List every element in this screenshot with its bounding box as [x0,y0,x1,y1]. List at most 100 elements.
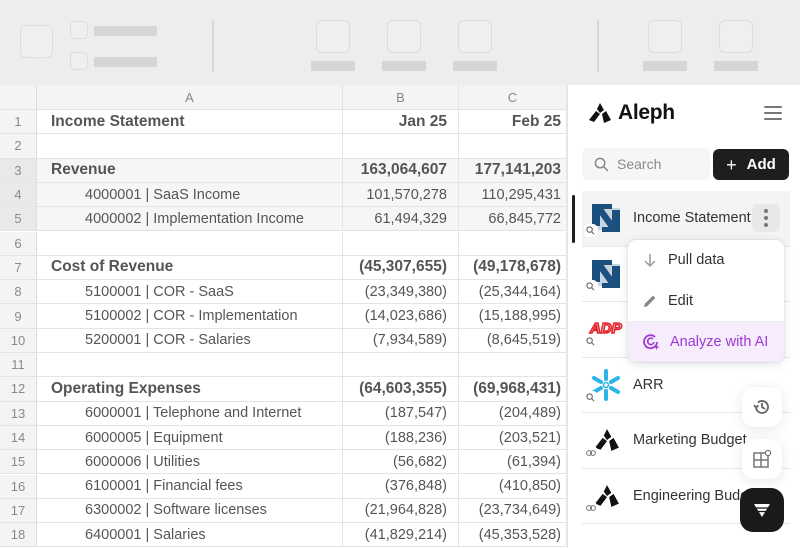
cell-jan[interactable]: (23,349,380) [343,280,459,305]
cell-feb[interactable]: (410,850) [459,474,567,499]
cell-feb[interactable]: Feb 25 [459,110,567,135]
menu-item-analyze-with-ai[interactable]: Analyze with AI [628,321,784,362]
toolbar-placeholder-button[interactable] [316,20,350,53]
row-header[interactable]: 13 [0,401,37,426]
toolbar-placeholder-checkbox[interactable] [70,21,88,39]
cell-feb[interactable]: (204,489) [459,401,567,426]
cell-jan[interactable] [343,134,459,159]
cell-label[interactable]: 5100001 | COR - SaaS [37,280,343,305]
cell-label[interactable]: Revenue [37,158,343,183]
cell-jan[interactable]: 61,494,329 [343,207,459,232]
cell-label[interactable] [37,231,343,256]
cell-jan[interactable]: 163,064,607 [343,158,459,183]
row-header[interactable]: 17 [0,498,37,524]
search-input[interactable] [617,156,701,172]
toolbar-placeholder-button[interactable] [648,20,682,53]
cell-label[interactable] [37,353,343,378]
row-header[interactable]: 18 [0,523,37,548]
hamburger-menu-icon[interactable] [764,106,782,120]
column-header-a[interactable]: A [37,85,343,110]
cell-label[interactable]: 6000006 | Utilities [37,450,343,475]
cell-jan[interactable]: Jan 25 [343,110,459,135]
toolbar-placeholder-button[interactable] [719,20,753,53]
row-header[interactable]: 10 [0,328,37,353]
cell-feb[interactable]: (69,968,431) [459,377,567,402]
cell-feb[interactable] [459,353,567,378]
toolbar-placeholder-checkbox[interactable] [70,52,88,70]
column-header-c[interactable]: C [459,85,567,110]
cell-jan[interactable]: (64,603,355) [343,377,459,402]
cell-feb[interactable]: (15,188,995) [459,304,567,329]
cell-feb[interactable] [459,134,567,159]
cell-label[interactable]: 6000005 | Equipment [37,425,343,451]
row-header[interactable]: 1 [0,110,37,135]
toolbar-placeholder-button[interactable] [20,25,53,58]
row-header[interactable]: 14 [0,425,37,451]
cell-jan[interactable]: (187,547) [343,401,459,426]
row-header[interactable]: 4 [0,182,37,208]
menu-item-pull-data[interactable]: Pull data [628,240,784,281]
cell-feb[interactable]: (203,521) [459,425,567,451]
cell-label[interactable]: 6100001 | Financial fees [37,474,343,499]
cell-label[interactable]: Operating Expenses [37,377,343,402]
list-item-arr[interactable]: ARR [582,358,790,413]
row-header[interactable]: 15 [0,450,37,475]
cell-label[interactable]: 6300002 | Software licenses [37,498,343,524]
row-header[interactable]: 5 [0,207,37,232]
list-item-engineering-budget[interactable]: Engineering Budget [582,469,790,524]
cell-feb[interactable]: (49,178,678) [459,255,567,281]
cell-label[interactable]: 5100002 | COR - Implementation [37,304,343,329]
cell-jan[interactable]: 101,570,278 [343,182,459,208]
cell-label[interactable]: Income Statement [37,110,343,135]
list-item-marketing-budget[interactable]: Marketing Budget [582,413,790,469]
cell-feb[interactable]: 66,845,772 [459,207,567,232]
row-header[interactable]: 8 [0,280,37,305]
row-header[interactable]: 3 [0,158,37,183]
row-header[interactable]: 2 [0,134,37,159]
cell-label[interactable]: 4000001 | SaaS Income [37,182,343,208]
cell-label[interactable]: 6400001 | Salaries [37,523,343,548]
cell-label[interactable]: 4000002 | Implementation Income [37,207,343,232]
select-all-corner[interactable] [0,85,37,110]
cell-jan[interactable]: (41,829,214) [343,523,459,548]
cell-feb[interactable]: (23,734,649) [459,498,567,524]
cell-label[interactable]: Cost of Revenue [37,255,343,281]
cell-jan[interactable]: (45,307,655) [343,255,459,281]
history-button[interactable] [742,387,782,427]
toolbar-placeholder-button[interactable] [387,20,421,53]
filter-button[interactable] [740,488,784,532]
cell-jan[interactable]: (56,682) [343,450,459,475]
cell-feb[interactable]: 177,141,203 [459,158,567,183]
row-header[interactable]: 9 [0,304,37,329]
cell-feb[interactable]: (45,353,528) [459,523,567,548]
cell-feb[interactable]: (61,394) [459,450,567,475]
list-item-income-statement[interactable]: Income Statement [582,191,790,247]
row-header[interactable]: 11 [0,353,37,378]
cell-feb[interactable] [459,231,567,256]
cell-label[interactable]: 5200001 | COR - Salaries [37,328,343,353]
column-header-b[interactable]: B [343,85,459,110]
cell-jan[interactable]: (188,236) [343,425,459,451]
row-header[interactable]: 16 [0,474,37,499]
add-widget-button[interactable] [742,439,782,479]
add-button[interactable]: + Add [713,149,789,180]
cell-jan[interactable]: (14,023,686) [343,304,459,329]
row-header[interactable]: 7 [0,255,37,281]
cell-jan[interactable]: (376,848) [343,474,459,499]
cell-jan[interactable]: (7,934,589) [343,328,459,353]
cell-feb[interactable]: 110,295,431 [459,182,567,208]
spreadsheet[interactable]: A B C 1 Income Statement Jan 25 Feb 25 2 3 Rev… [0,85,567,548]
cell-jan[interactable] [343,353,459,378]
cell-feb[interactable]: (8,645,519) [459,328,567,353]
cell-jan[interactable]: (21,964,828) [343,498,459,524]
row-header[interactable]: 6 [0,231,37,256]
more-options-icon[interactable] [752,204,780,232]
cell-label[interactable]: 6000001 | Telephone and Internet [37,401,343,426]
cell-feb[interactable]: (25,344,164) [459,280,567,305]
cell-jan[interactable] [343,231,459,256]
toolbar-placeholder-button[interactable] [458,20,492,53]
search-field[interactable] [582,148,710,180]
menu-item-edit[interactable]: Edit [628,281,784,322]
cell-label[interactable] [37,134,343,159]
row-header[interactable]: 12 [0,377,37,402]
